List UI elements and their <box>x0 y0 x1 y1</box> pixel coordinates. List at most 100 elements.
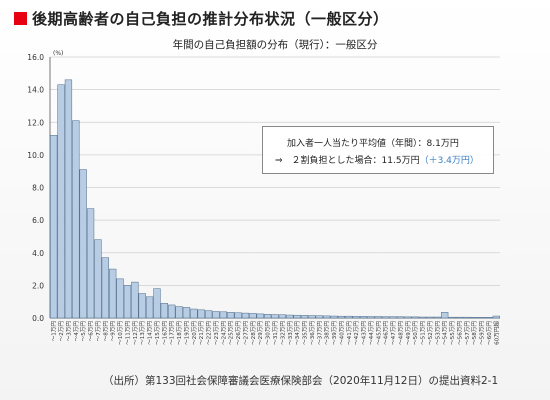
y-tick-label: 6.0 <box>32 216 44 225</box>
x-tick-label: ～28万円 <box>250 321 257 345</box>
bar <box>256 313 264 319</box>
bar <box>463 316 471 319</box>
bar <box>94 239 102 319</box>
bar <box>241 312 250 319</box>
x-tick-label: ～20万円 <box>191 321 198 345</box>
x-tick-label: ～55万円 <box>449 321 456 345</box>
bar <box>123 285 132 319</box>
y-tick-label: 16.0 <box>27 53 44 62</box>
y-tick-label: 14.0 <box>27 86 44 95</box>
x-tick-label: ～32万円 <box>279 321 286 345</box>
x-tick-label: ～4万円 <box>73 321 80 342</box>
x-tick-label: ～3万円 <box>65 321 72 342</box>
x-tick-label: ～12万円 <box>132 321 139 345</box>
bar <box>278 314 287 319</box>
bar <box>411 316 419 319</box>
y-tick-label: 8.0 <box>32 184 44 193</box>
bar <box>175 306 183 319</box>
bar <box>374 316 382 319</box>
x-tick-label: ～47万円 <box>390 321 397 345</box>
increase-highlight: （＋3.4万円） <box>419 156 479 166</box>
bar <box>153 288 161 319</box>
x-tick-label: ～48万円 <box>397 321 404 345</box>
x-tick-label: ～8万円 <box>102 321 109 342</box>
bar <box>168 304 176 319</box>
average-info-box: 加入者一人当たり平均値（年間）：8.1万円 ⇒ ２割負担とした場合：11.5万円… <box>262 126 494 174</box>
bar <box>455 316 464 319</box>
x-tick-label: ～7万円 <box>95 321 102 342</box>
x-tick-label: ～51万円 <box>420 321 427 345</box>
x-tick-label: ～6万円 <box>88 321 95 342</box>
bar <box>57 84 65 319</box>
x-tick-label: ～17万円 <box>169 321 176 345</box>
bar <box>433 316 441 319</box>
x-tick-label: ～26万円 <box>235 321 242 345</box>
x-tick-label: ～15万円 <box>154 321 161 345</box>
bar <box>492 315 500 319</box>
bar <box>330 315 338 319</box>
y-unit-label: (%) <box>53 50 63 57</box>
bar <box>477 317 486 319</box>
x-tick-label: ～36万円 <box>309 321 316 345</box>
bar <box>64 79 73 319</box>
bar <box>308 315 316 319</box>
bar <box>345 315 353 319</box>
x-tick-label: ～19万円 <box>183 321 190 345</box>
bar <box>485 317 493 319</box>
x-tick-label: ～35万円 <box>302 321 309 345</box>
x-tick-label: ～39万円 <box>331 321 338 345</box>
bar <box>190 308 198 319</box>
x-tick-label: ～60万円 <box>486 321 493 345</box>
y-tick-label: 12.0 <box>27 118 44 127</box>
source-note: （出所）第133回社会保障審議会医療保険部会（2020年11月12日）の提出資料… <box>103 375 499 387</box>
bar <box>86 208 95 319</box>
x-tick-label: ～33万円 <box>287 321 294 345</box>
title-marker-icon <box>14 12 27 25</box>
x-tick-label: ～5万円 <box>80 321 87 342</box>
two-tier-prefix: ⇒ ２割負担とした場合：11.5万円 <box>275 156 420 166</box>
x-tick-label: ～10万円 <box>117 321 124 345</box>
x-tick-label: ～29万円 <box>257 321 264 345</box>
bar <box>212 311 220 319</box>
bar <box>441 312 449 319</box>
x-tick-label: ～37万円 <box>316 321 323 345</box>
title-bar: 後期高齢者の自己負担の推計分布状況（一般区分） <box>14 8 389 29</box>
x-tick-label: ～14万円 <box>147 321 154 345</box>
x-tick-label: ～40万円 <box>338 321 345 345</box>
two-tier-value-text: ⇒ ２割負担とした場合：11.5万円（＋3.4万円） <box>275 153 479 166</box>
bar <box>116 278 124 319</box>
x-tick-label: 60万円超 <box>492 321 500 345</box>
x-tick-label: ～52万円 <box>427 321 434 345</box>
bar <box>234 312 242 319</box>
y-tick-label: 4.0 <box>32 249 44 258</box>
bar <box>418 316 427 319</box>
bar <box>182 307 191 319</box>
bar <box>109 268 117 319</box>
bar <box>337 315 346 319</box>
bar <box>197 309 205 319</box>
bar <box>271 314 279 319</box>
x-tick-label: ～16万円 <box>161 321 168 345</box>
bar <box>131 281 139 319</box>
x-tick-label: ～25万円 <box>228 321 235 345</box>
bar <box>448 316 456 319</box>
bar <box>352 316 360 319</box>
x-tick-label: ～59万円 <box>479 321 486 345</box>
x-tick-label: ～9万円 <box>110 321 117 342</box>
bar <box>367 316 375 319</box>
bar <box>286 314 294 319</box>
bar <box>227 312 235 319</box>
x-tick-label: ～49万円 <box>405 321 412 345</box>
x-tick-label: ～50万円 <box>412 321 419 345</box>
bar <box>72 120 80 319</box>
x-tick-label: ～23万円 <box>213 321 220 345</box>
bar <box>359 316 368 319</box>
bar <box>160 303 168 319</box>
average-value-text: 加入者一人当たり平均値（年間）：8.1万円 <box>287 139 459 149</box>
x-tick-label: ～30万円 <box>265 321 272 345</box>
x-tick-label: ～44万円 <box>368 321 375 345</box>
x-tick-label: ～24万円 <box>220 321 227 345</box>
bar <box>263 313 272 319</box>
